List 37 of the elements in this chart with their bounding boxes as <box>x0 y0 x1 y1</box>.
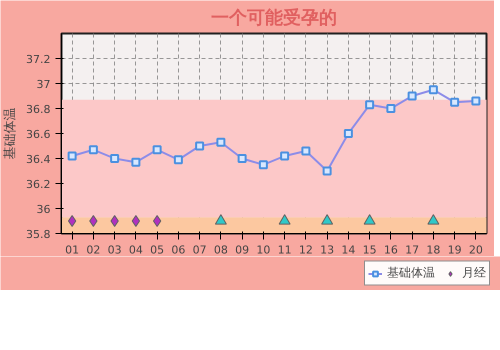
x-tick-label: 13 <box>320 244 334 256</box>
x-tick-label: 15 <box>362 244 377 256</box>
point <box>152 215 162 227</box>
x-tick-label: 11 <box>278 244 292 256</box>
x-tick-label: 20 <box>468 244 483 256</box>
x-tick-label: 17 <box>405 244 420 256</box>
x-tick-label: 02 <box>86 244 100 256</box>
y-tick-label: 36.6 <box>26 128 51 141</box>
x-tick-label: 16 <box>384 244 398 256</box>
x-tick-label: 07 <box>192 244 207 256</box>
y-tick-label: 36.4 <box>26 153 51 166</box>
y-axis-title: 基础体温 <box>3 108 18 160</box>
x-tick-label: 09 <box>235 244 250 256</box>
x-tick-label: 06 <box>171 244 186 256</box>
x-tick-label: 08 <box>214 244 228 256</box>
x-tick-label: 04 <box>128 244 143 256</box>
y-tick-label: 36 <box>36 203 51 216</box>
y-tick-label: 35.8 <box>26 228 51 241</box>
x-tick-label: 03 <box>108 244 122 256</box>
y-tick-label: 36.2 <box>26 178 51 191</box>
x-tick-label: 01 <box>65 244 80 256</box>
point <box>132 215 140 227</box>
point <box>68 215 76 227</box>
y-tick-label: 37 <box>36 78 51 91</box>
legend-label: 基础体温 <box>387 264 435 282</box>
x-tick-label: 19 <box>448 244 462 256</box>
x-tick-label: 10 <box>256 244 270 256</box>
chart-title: 一个可能受孕的 <box>211 8 337 28</box>
legend-label: 月经 <box>462 264 486 282</box>
x-tick-label: 18 <box>426 244 440 256</box>
y-tick-label: 36.8 <box>26 103 51 116</box>
x-tick-label: 12 <box>298 244 313 256</box>
x-tick-label: 05 <box>150 244 164 256</box>
point <box>110 215 119 227</box>
point <box>89 215 98 227</box>
y-tick-label: 37.2 <box>26 53 51 66</box>
x-tick-label: 14 <box>341 244 356 256</box>
